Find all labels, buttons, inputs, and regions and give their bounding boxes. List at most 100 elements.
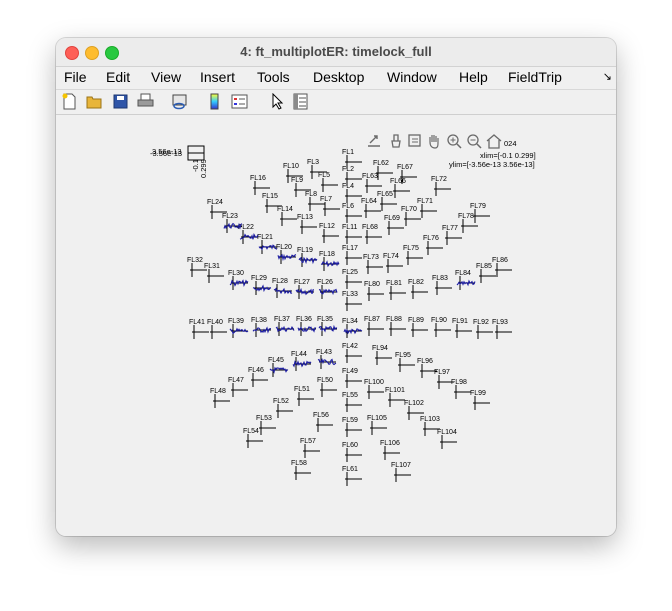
channel-fl71[interactable]: FL71 xyxy=(417,198,437,218)
channel-fl101[interactable]: FL101 xyxy=(385,387,405,407)
channel-fl86[interactable]: FL86 xyxy=(492,257,512,277)
channel-fl47[interactable]: FL47 xyxy=(228,377,248,397)
channel-fl28[interactable]: FL28 xyxy=(272,278,293,298)
channel-fl64[interactable]: FL64 xyxy=(361,198,381,218)
channel-fl57[interactable]: FL57 xyxy=(300,438,320,458)
channel-fl42[interactable]: FL42 xyxy=(342,343,362,363)
zoom-out-icon[interactable] xyxy=(466,133,482,149)
menu-tools[interactable]: Tools xyxy=(257,69,290,85)
channel-fl34[interactable]: FL34 xyxy=(342,318,363,338)
link-icon[interactable] xyxy=(171,93,188,110)
channel-fl1[interactable]: FL1 xyxy=(342,149,362,169)
channel-fl19[interactable]: FL19 xyxy=(297,247,318,267)
channel-fl6[interactable]: FL6 xyxy=(342,203,362,223)
channel-fl13[interactable]: FL13 xyxy=(297,214,317,234)
channel-fl48[interactable]: FL48 xyxy=(210,388,230,408)
channel-fl98[interactable]: FL98 xyxy=(451,379,471,399)
channel-fl70[interactable]: FL70 xyxy=(401,206,421,226)
channel-fl97[interactable]: FL97 xyxy=(434,369,454,389)
channel-fl23[interactable]: FL23 xyxy=(222,213,243,233)
channel-fl66[interactable]: FL66 xyxy=(390,178,410,198)
channel-fl2[interactable]: FL2 xyxy=(342,166,362,186)
channel-fl88[interactable]: FL88 xyxy=(386,316,406,336)
channel-fl94[interactable]: FL94 xyxy=(372,345,392,365)
channel-fl72[interactable]: FL72 xyxy=(431,176,451,196)
channel-fl75[interactable]: FL75 xyxy=(403,245,423,265)
channel-fl26[interactable]: FL26 xyxy=(317,279,338,299)
pan-hand-icon[interactable] xyxy=(426,133,442,149)
channel-fl69[interactable]: FL69 xyxy=(384,215,404,235)
menu-help[interactable]: Help xyxy=(459,69,488,85)
channel-fl5[interactable]: FL5 xyxy=(318,172,338,192)
channel-fl46[interactable]: FL46 xyxy=(248,367,268,387)
channel-fl38[interactable]: FL38 xyxy=(251,317,271,337)
channel-fl25[interactable]: FL25 xyxy=(342,269,362,289)
channel-fl22[interactable]: FL22 xyxy=(238,224,259,244)
channel-fl14[interactable]: FL14 xyxy=(277,206,297,226)
channel-fl80[interactable]: FL80 xyxy=(364,281,384,301)
channel-fl39[interactable]: FL39 xyxy=(228,318,249,338)
brush-icon[interactable] xyxy=(388,133,404,149)
menu-edit[interactable]: Edit xyxy=(106,69,131,85)
channel-fl99[interactable]: FL99 xyxy=(470,390,490,410)
channel-fl96[interactable]: FL96 xyxy=(417,358,437,378)
channel-fl91[interactable]: FL91 xyxy=(452,318,472,338)
channel-fl92[interactable]: FL92 xyxy=(473,319,493,339)
channel-fl67[interactable]: FL67 xyxy=(397,164,417,184)
channel-fl102[interactable]: FL102 xyxy=(404,400,424,420)
save-icon[interactable] xyxy=(112,93,129,110)
channel-fl29[interactable]: FL29 xyxy=(251,275,272,295)
home-icon[interactable] xyxy=(486,133,502,149)
channel-fl11[interactable]: FL11 xyxy=(342,224,362,244)
channel-fl49[interactable]: FL49 xyxy=(342,368,362,388)
channel-fl104[interactable]: FL104 xyxy=(437,429,457,449)
export-icon[interactable] xyxy=(366,133,382,149)
channel-fl18[interactable]: FL18 xyxy=(319,251,340,271)
channel-fl82[interactable]: FL82 xyxy=(408,279,428,299)
channel-fl37[interactable]: FL37 xyxy=(274,316,295,336)
channel-fl68[interactable]: FL68 xyxy=(362,224,382,244)
channel-fl21[interactable]: FL21 xyxy=(257,234,278,254)
channel-fl76[interactable]: FL76 xyxy=(423,235,443,255)
channel-fl33[interactable]: FL33 xyxy=(342,291,362,311)
channel-fl3[interactable]: FL3 xyxy=(307,159,327,179)
minimize-button[interactable] xyxy=(85,46,99,60)
property-inspector-icon[interactable] xyxy=(292,93,309,110)
channel-fl10[interactable]: FL10 xyxy=(283,163,303,183)
channel-fl63[interactable]: FL63 xyxy=(362,173,382,193)
title-bar[interactable]: 4: ft_multiplotER: timelock_full xyxy=(56,38,616,67)
channel-fl89[interactable]: FL89 xyxy=(408,317,428,337)
channel-fl55[interactable]: FL55 xyxy=(342,392,362,412)
channel-fl79[interactable]: FL79 xyxy=(470,203,490,223)
channel-fl52[interactable]: FL52 xyxy=(273,398,293,418)
channel-fl41[interactable]: FL41 xyxy=(189,319,209,339)
channel-fl54[interactable]: FL54 xyxy=(243,428,263,448)
menu-view[interactable]: View xyxy=(151,69,182,85)
channel-fl20[interactable]: FL20 xyxy=(276,244,297,264)
channel-fl59[interactable]: FL59 xyxy=(342,417,362,437)
arrow-icon[interactable]: ↘ xyxy=(602,71,612,83)
channel-fl73[interactable]: FL73 xyxy=(363,254,383,274)
channel-fl95[interactable]: FL95 xyxy=(395,352,415,372)
channel-fl84[interactable]: FL84 xyxy=(455,270,476,290)
channel-fl9[interactable]: FL9 xyxy=(291,177,311,197)
channel-fl90[interactable]: FL90 xyxy=(431,317,451,337)
datatip-icon[interactable] xyxy=(406,133,422,149)
channel-fl15[interactable]: FL15 xyxy=(262,193,282,213)
channel-fl43[interactable]: FL43 xyxy=(316,349,337,369)
menu-fieldtrip[interactable]: FieldTrip xyxy=(508,69,562,85)
channel-fl40[interactable]: FL40 xyxy=(207,319,227,339)
close-button[interactable] xyxy=(65,46,79,60)
channel-fl50[interactable]: FL50 xyxy=(317,377,337,397)
channel-fl53[interactable]: FL53 xyxy=(256,415,276,435)
channel-fl78[interactable]: FL78 xyxy=(458,213,478,233)
menu-desktop[interactable]: Desktop xyxy=(313,69,365,85)
channel-fl58[interactable]: FL58 xyxy=(291,460,311,480)
new-figure-icon[interactable] xyxy=(61,93,78,110)
channel-fl36[interactable]: FL36 xyxy=(296,316,317,336)
legend-icon[interactable] xyxy=(231,93,248,110)
zoom-in-icon[interactable] xyxy=(446,133,462,149)
channel-fl85[interactable]: FL85 xyxy=(476,263,496,283)
select-arrow-icon[interactable] xyxy=(269,93,286,110)
menu-insert[interactable]: Insert xyxy=(200,69,236,85)
